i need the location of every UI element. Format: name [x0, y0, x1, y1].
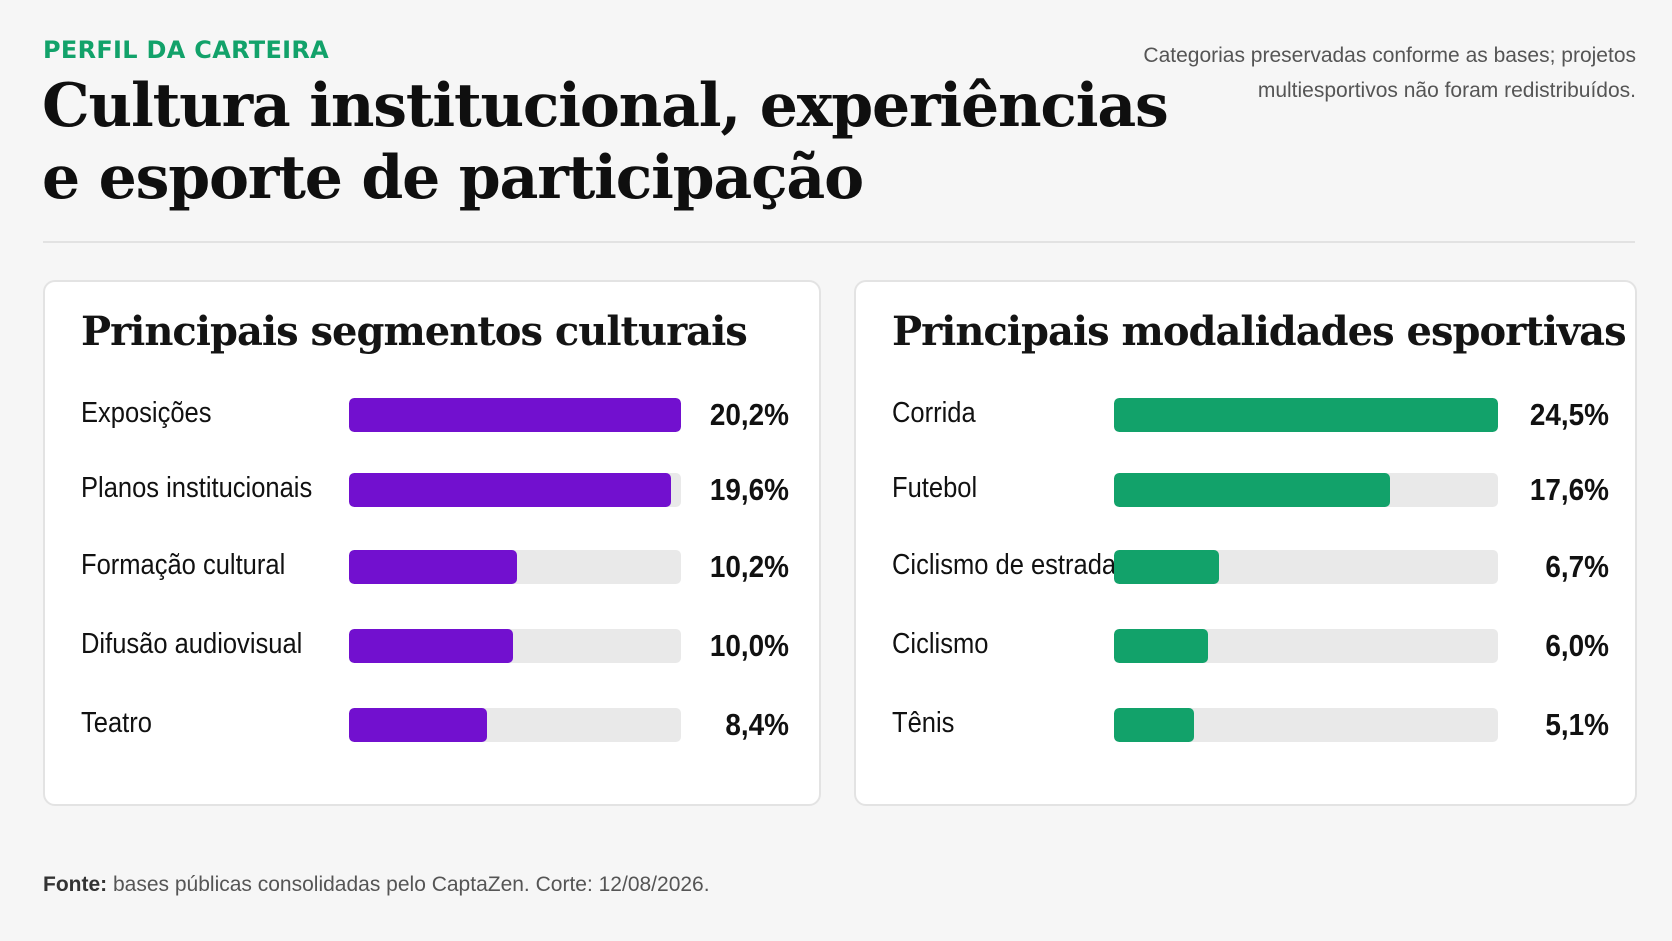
bar-value-label: 10,0%	[709, 628, 789, 663]
sports-bar-row: Corrida 24,5%	[856, 393, 1635, 433]
cultural-segments-panel: Principais segmentos culturais Exposiçõe…	[43, 280, 821, 806]
sports-modalities-panel: Principais modalidades esportivas Corrid…	[854, 280, 1637, 806]
bar-track	[349, 398, 681, 432]
bar-value-label: 17,6%	[1529, 472, 1609, 507]
bar-category-label: Teatro	[81, 707, 152, 739]
bar-category-label: Formação cultural	[81, 549, 286, 581]
bar-track	[1114, 550, 1498, 584]
cultural-panel-title: Principais segmentos culturais	[81, 308, 748, 355]
bar-value-label: 5,1%	[1545, 707, 1609, 742]
bar-fill	[349, 708, 488, 742]
cultural-bar-row: Planos institucionais 19,6%	[45, 468, 819, 508]
source-footer: Fonte: bases públicas consolidadas pelo …	[43, 873, 710, 897]
sports-bar-row: Futebol 17,6%	[856, 468, 1635, 508]
sports-panel-title: Principais modalidades esportivas	[892, 308, 1627, 355]
sports-bar-row: Ciclismo de estrada 6,7%	[856, 545, 1635, 585]
bar-fill	[1114, 629, 1209, 663]
bar-track	[1114, 629, 1498, 663]
bar-track	[1114, 473, 1498, 507]
bar-value-label: 8,4%	[725, 707, 789, 742]
bar-category-label: Tênis	[892, 707, 955, 739]
bar-track	[1114, 708, 1498, 742]
eyebrow-label: PERFIL DA CARTEIRA	[43, 36, 330, 64]
bar-track	[349, 473, 681, 507]
page-title: Cultura institucional, experiências e es…	[42, 71, 1169, 213]
bar-category-label: Exposições	[81, 397, 212, 429]
sports-bar-chart: Corrida 24,5% Futebol 17,6% Ciclismo de estr…	[856, 282, 1635, 804]
bar-value-label: 20,2%	[709, 397, 789, 432]
bar-fill	[349, 398, 681, 432]
bar-value-label: 10,2%	[709, 549, 789, 584]
cultural-bar-chart: Exposições 20,2% Planos institucionais 19,6…	[45, 282, 819, 804]
header-divider	[43, 241, 1635, 243]
sports-bar-row: Tênis 5,1%	[856, 703, 1635, 743]
sports-bar-row: Ciclismo 6,0%	[856, 624, 1635, 664]
bar-value-label: 6,0%	[1545, 628, 1609, 663]
methodology-note: Categorias preservadas conforme as bases…	[1143, 44, 1636, 102]
cultural-bar-row: Difusão audiovisual 10,0%	[45, 624, 819, 664]
source-label: Fonte:	[43, 873, 108, 896]
source-text: bases públicas consolidadas pelo CaptaZe…	[113, 873, 710, 896]
bar-fill	[1114, 398, 1498, 432]
bar-fill	[1114, 708, 1194, 742]
bar-value-label: 24,5%	[1529, 397, 1609, 432]
bar-fill	[1114, 550, 1219, 584]
bar-fill	[349, 629, 514, 663]
bar-value-label: 19,6%	[709, 472, 789, 507]
bar-fill	[349, 473, 672, 507]
bar-track	[349, 629, 681, 663]
bar-fill	[1114, 473, 1390, 507]
bar-category-label: Ciclismo de estrada	[892, 549, 1117, 581]
bar-category-label: Difusão audiovisual	[81, 628, 303, 660]
bar-track	[349, 550, 681, 584]
bar-category-label: Futebol	[892, 472, 978, 504]
cultural-bar-row: Exposições 20,2%	[45, 393, 819, 433]
bar-track	[349, 708, 681, 742]
bar-fill	[349, 550, 517, 584]
bar-track	[1114, 398, 1498, 432]
bar-category-label: Corrida	[892, 397, 976, 429]
cultural-bar-row: Formação cultural 10,2%	[45, 545, 819, 585]
bar-category-label: Planos institucionais	[81, 472, 313, 504]
cultural-bar-row: Teatro 8,4%	[45, 703, 819, 743]
bar-category-label: Ciclismo	[892, 628, 989, 660]
bar-value-label: 6,7%	[1545, 549, 1609, 584]
